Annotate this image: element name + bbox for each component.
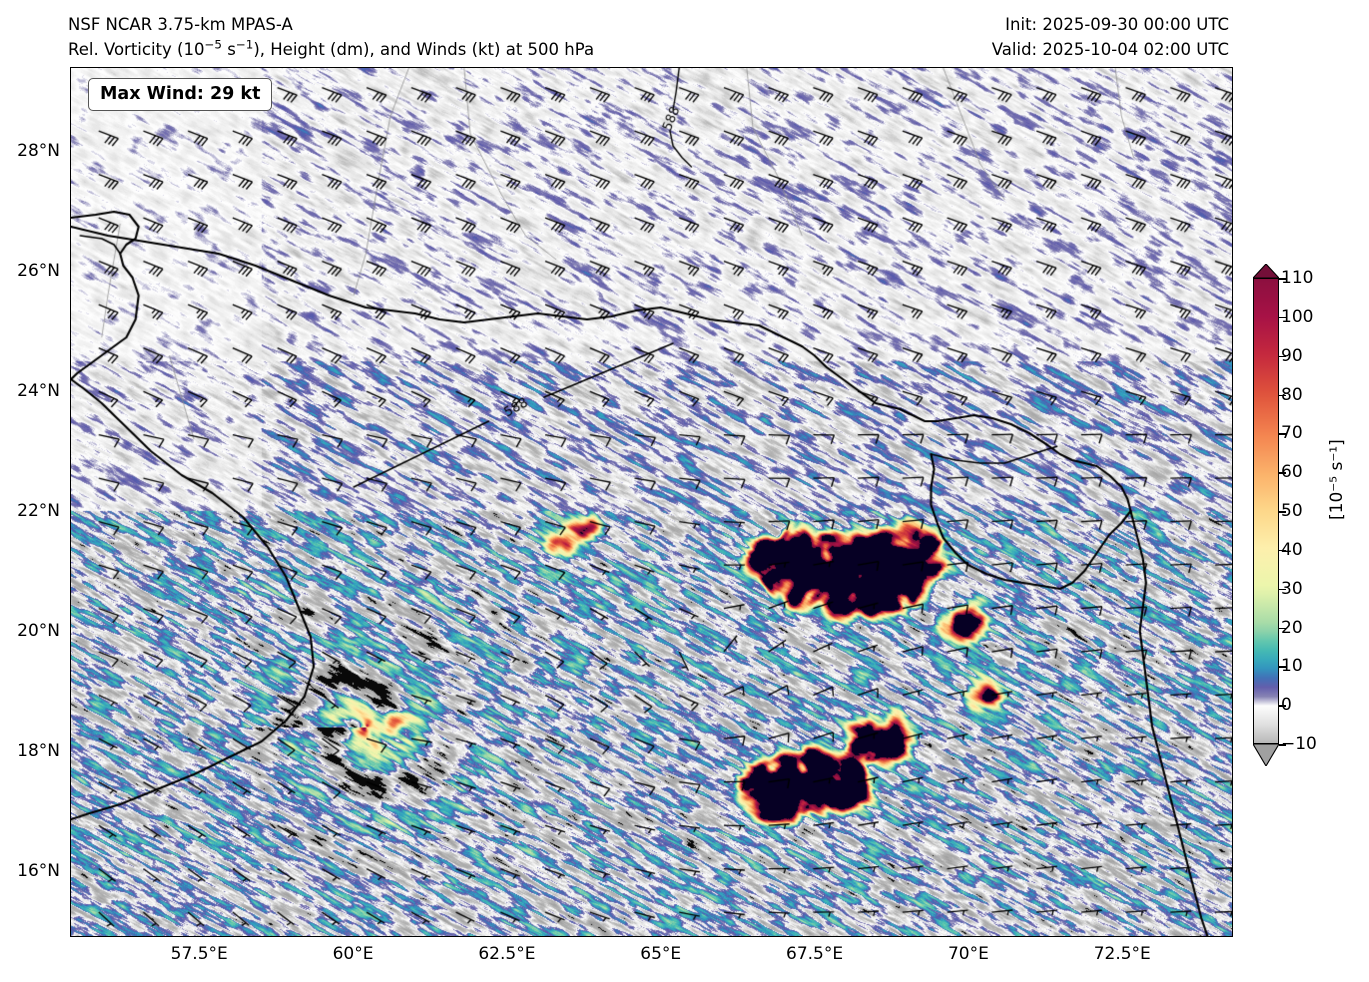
- x-axis-tick-label: 65°E: [640, 944, 682, 964]
- y-axis-tick-label: 22°N: [17, 501, 60, 521]
- colorbar-tick-label: 60: [1281, 462, 1303, 483]
- colorbar-tick-mark: [1279, 433, 1286, 435]
- max-wind-annotation: Max Wind: 29 kt: [88, 78, 273, 111]
- colorbar-tick-mark: [1279, 278, 1286, 280]
- colorbar-bottom-arrow: [1253, 744, 1279, 766]
- x-axis-tick-label: 67.5°E: [786, 944, 844, 964]
- colorbar-tick-mark: [1279, 588, 1286, 591]
- y-axis-tick-label: 26°N: [17, 261, 60, 281]
- colorbar-tick-mark: [1279, 394, 1286, 397]
- y-axis-tick-label: 18°N: [17, 741, 60, 761]
- colorbar: [1253, 264, 1279, 766]
- field-desc-mid: s: [221, 40, 236, 59]
- x-axis-tick-label: 62.5°E: [478, 944, 536, 964]
- x-axis-tick-label: 60°E: [332, 944, 374, 964]
- x-axis-tick-label: 72.5°E: [1093, 944, 1151, 964]
- colorbar-tick-label: 30: [1281, 578, 1303, 599]
- y-axis-tick-label: 20°N: [17, 621, 60, 641]
- colorbar-tick-label: 20: [1281, 617, 1303, 638]
- colorbar-tick-mark: [1279, 705, 1286, 707]
- colorbar-tick-label: 40: [1281, 539, 1303, 560]
- colorbar-tick-mark: [1279, 355, 1286, 358]
- field-desc-exp2: −1: [235, 37, 254, 52]
- colorbar-tick-mark: [1279, 472, 1286, 474]
- colorbar-tick-label: 70: [1281, 423, 1303, 444]
- y-axis-tick-label: 24°N: [17, 381, 60, 401]
- colorbar-tick-label: −10: [1281, 734, 1317, 754]
- colorbar-tick-mark: [1279, 511, 1286, 513]
- colorbar-tick-mark: [1279, 316, 1286, 319]
- colorbar-tick-mark: [1279, 744, 1286, 746]
- colorbar-top-arrow: [1253, 264, 1279, 278]
- valid-time: Valid: 2025-10-04 02:00 UTC: [991, 40, 1229, 59]
- y-axis-tick-label: 28°N: [17, 141, 60, 161]
- header-left: NSF NCAR 3.75-km MPAS-A Rel. Vorticity (…: [68, 12, 594, 62]
- vorticity-field-canvas: [71, 68, 1232, 936]
- field-desc-tail: ), Height (dm), and Winds (kt) at 500 hP…: [253, 40, 595, 59]
- colorbar-tick-mark: [1279, 627, 1286, 630]
- model-name: NSF NCAR 3.75-km MPAS-A: [68, 15, 293, 34]
- colorbar-tick-label: 80: [1281, 384, 1303, 405]
- colorbar-tick-label: 110: [1281, 268, 1314, 288]
- field-desc-exp1: −5: [204, 37, 222, 52]
- x-axis-tick-label: 57.5°E: [170, 944, 228, 964]
- colorbar-tick-label: 90: [1281, 345, 1303, 366]
- colorbar-tick-label: 50: [1281, 501, 1303, 521]
- init-time: Init: 2025-09-30 00:00 UTC: [1005, 15, 1229, 34]
- colorbar-tick-mark: [1279, 549, 1286, 552]
- colorbar-tick-label: 10: [1281, 656, 1303, 677]
- header-right: Init: 2025-09-30 00:00 UTC Valid: 2025-1…: [992, 12, 1229, 62]
- y-axis-tick-label: 16°N: [17, 861, 60, 881]
- colorbar-tick-label: 100: [1281, 306, 1314, 327]
- field-desc-prefix: Rel. Vorticity (10: [68, 40, 205, 59]
- colorbar-tick-label: 0: [1281, 695, 1292, 716]
- x-axis-tick-label: 70°E: [947, 944, 989, 964]
- colorbar-axis-label: [10⁻⁵ s⁻¹]: [1327, 439, 1347, 520]
- colorbar-gradient: [1253, 278, 1279, 744]
- field-description: Rel. Vorticity (10−5 s−1), Height (dm), …: [68, 37, 594, 62]
- map-plot-area: [70, 67, 1233, 937]
- colorbar-tick-mark: [1279, 666, 1286, 668]
